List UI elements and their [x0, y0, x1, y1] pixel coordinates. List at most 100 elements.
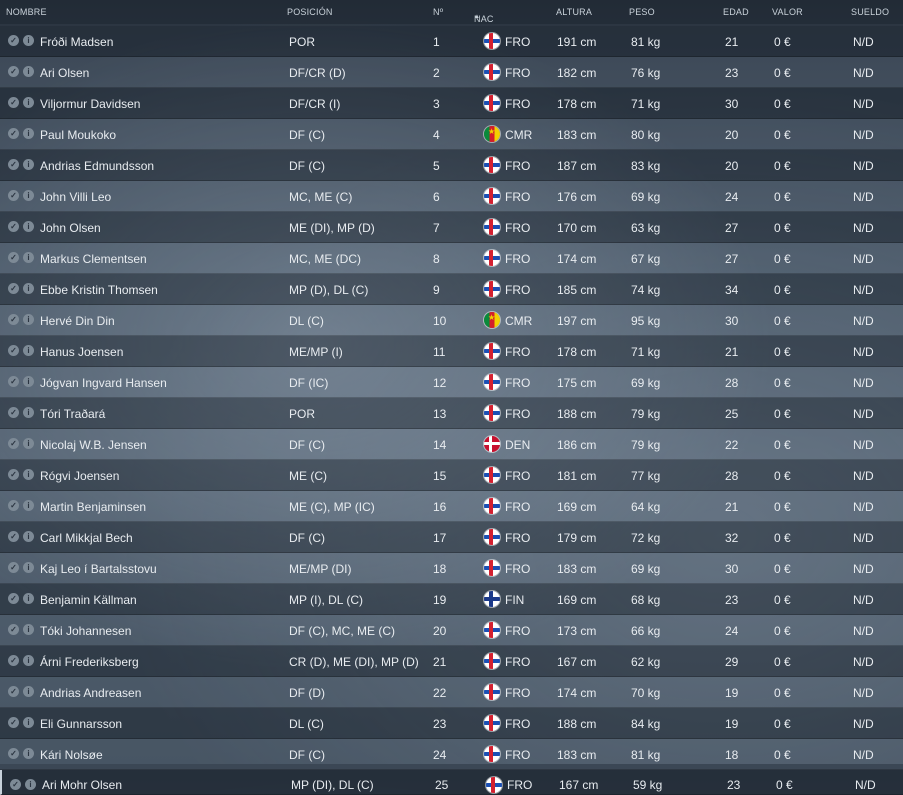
table-row[interactable]: ✓ i Rógvi Joensen ME (C) 15 FRO 181 cm 77 kg 28 0… — [0, 460, 903, 491]
table-row[interactable]: ✓ i Viljormur Davidsen DF/CR (I) 3 FRO 178 cm 7… — [0, 88, 903, 119]
player-name[interactable]: Benjamin Källman — [40, 593, 137, 607]
check-icon[interactable]: ✓ — [8, 35, 19, 46]
info-icon[interactable]: i — [23, 469, 34, 480]
player-name[interactable]: Paul Moukoko — [40, 128, 117, 142]
check-icon[interactable]: ✓ — [8, 531, 19, 542]
table-row[interactable]: ✓ i Árni Frederiksberg CR (D), ME (DI), MP … — [0, 646, 903, 677]
table-row[interactable]: ✓ i Eli Gunnarsson DL (C) 23 FRO 188 cm 84 kg 19… — [0, 708, 903, 739]
column-header-wage[interactable]: SUELDO — [851, 7, 890, 17]
check-icon[interactable]: ✓ — [8, 252, 19, 263]
table-row[interactable]: ✓ i Hervé Din Din DL (C) 10 CMR 197 cm 95 kg 30 0… — [0, 305, 903, 336]
check-icon[interactable]: ✓ — [8, 283, 19, 294]
player-name[interactable]: Ari Olsen — [40, 66, 90, 80]
table-row[interactable]: ✓ i Martin Benjaminsen ME (C), MP (IC) 16 FRO… — [0, 491, 903, 522]
check-icon[interactable]: ✓ — [8, 190, 19, 201]
table-row[interactable]: ✓ i Andrias Edmundsson DF (C) 5 FRO 187 cm 83 k… — [0, 150, 903, 181]
info-icon[interactable]: i — [23, 562, 34, 573]
check-icon[interactable]: ✓ — [8, 655, 19, 666]
info-icon[interactable]: i — [23, 35, 34, 46]
check-icon[interactable]: ✓ — [8, 407, 19, 418]
table-row[interactable]: ✓ i Ebbe Kristin Thomsen MP (D), DL (C) 9 FRO… — [0, 274, 903, 305]
column-header-age[interactable]: EDAD — [723, 7, 749, 17]
column-header-weight[interactable]: PESO — [629, 7, 655, 17]
check-icon[interactable]: ✓ — [8, 376, 19, 387]
info-icon[interactable]: i — [23, 190, 34, 201]
info-icon[interactable]: i — [23, 686, 34, 697]
check-icon[interactable]: ✓ — [8, 717, 19, 728]
table-row[interactable]: ✓ i Jógvan Ingvard Hansen DF (IC) 12 FRO 175 c… — [0, 367, 903, 398]
player-name[interactable]: Carl Mikkjal Bech — [40, 531, 133, 545]
table-row[interactable]: ✓ i Fróði Madsen POR 1 FRO 191 cm 81 kg 21 0 € N/D — [0, 26, 903, 57]
info-icon[interactable]: i — [25, 779, 36, 790]
player-name[interactable]: Ari Mohr Olsen — [42, 778, 123, 792]
player-name[interactable]: Hanus Joensen — [40, 345, 124, 359]
table-row[interactable]: ✓ i Ari Mohr Olsen MP (DI), DL (C) 25 FRO 167 … — [0, 770, 903, 795]
info-icon[interactable]: i — [23, 128, 34, 139]
check-icon[interactable]: ✓ — [8, 686, 19, 697]
table-row[interactable]: ✓ i Hanus Joensen ME/MP (I) 11 FRO 178 cm 71 kg… — [0, 336, 903, 367]
player-name[interactable]: John Villi Leo — [40, 190, 112, 204]
table-row[interactable]: ✓ i John Villi Leo MC, ME (C) 6 FRO 176 cm 69 k… — [0, 181, 903, 212]
player-name[interactable]: Martin Benjaminsen — [40, 500, 147, 514]
info-icon[interactable]: i — [23, 748, 34, 759]
check-icon[interactable]: ✓ — [10, 779, 21, 790]
check-icon[interactable]: ✓ — [8, 624, 19, 635]
table-row[interactable]: ✓ i Kaj Leo í Bartalsstovu ME/MP (DI) 18 FRO 1… — [0, 553, 903, 584]
check-icon[interactable]: ✓ — [8, 314, 19, 325]
check-icon[interactable]: ✓ — [8, 562, 19, 573]
player-name[interactable]: Tóri Traðará — [40, 407, 106, 421]
info-icon[interactable]: i — [23, 531, 34, 542]
info-icon[interactable]: i — [23, 376, 34, 387]
check-icon[interactable]: ✓ — [8, 500, 19, 511]
info-icon[interactable]: i — [23, 624, 34, 635]
column-header-height[interactable]: ALTURA — [556, 7, 593, 17]
check-icon[interactable]: ✓ — [8, 593, 19, 604]
player-name[interactable]: John Olsen — [40, 221, 101, 235]
column-header-number[interactable]: Nº — [433, 7, 444, 17]
table-row[interactable]: ✓ i Paul Moukoko DF (C) 4 CMR 183 cm 80 kg 20 0 €… — [0, 119, 903, 150]
player-name[interactable]: Eli Gunnarsson — [40, 717, 123, 731]
player-name[interactable]: Nicolaj W.B. Jensen — [40, 438, 147, 452]
check-icon[interactable]: ✓ — [8, 345, 19, 356]
table-row[interactable]: ✓ i Carl Mikkjal Bech DF (C) 17 FRO 179 cm 72 k… — [0, 522, 903, 553]
table-row[interactable]: ✓ i Tóri Traðará POR 13 FRO 188 cm 79 kg 25 0 € N/… — [0, 398, 903, 429]
info-icon[interactable]: i — [23, 345, 34, 356]
player-name[interactable]: Andrias Andreasen — [40, 686, 142, 700]
info-icon[interactable]: i — [23, 159, 34, 170]
table-row[interactable]: ✓ i Kári Nolsøe DF (C) 24 FRO 183 cm 81 kg 18 0 €… — [0, 739, 903, 770]
player-name[interactable]: Hervé Din Din — [40, 314, 115, 328]
info-icon[interactable]: i — [23, 655, 34, 666]
info-icon[interactable]: i — [23, 438, 34, 449]
column-header-position[interactable]: POSICIÓN — [287, 7, 333, 17]
player-name[interactable]: Kári Nolsøe — [40, 748, 103, 762]
player-name[interactable]: Andrias Edmundsson — [40, 159, 155, 173]
player-name[interactable]: Markus Clementsen — [40, 252, 147, 266]
info-icon[interactable]: i — [23, 314, 34, 325]
player-name[interactable]: Rógvi Joensen — [40, 469, 120, 483]
info-icon[interactable]: i — [23, 97, 34, 108]
info-icon[interactable]: i — [23, 66, 34, 77]
check-icon[interactable]: ✓ — [8, 438, 19, 449]
table-row[interactable]: ✓ i Nicolaj W.B. Jensen DF (C) 14 DEN 186 cm 79… — [0, 429, 903, 460]
column-header-value[interactable]: VALOR — [772, 7, 803, 17]
info-icon[interactable]: i — [23, 283, 34, 294]
column-header-name[interactable]: NOMBRE — [6, 7, 47, 17]
info-icon[interactable]: i — [23, 717, 34, 728]
table-row[interactable]: ✓ i Benjamin Källman MP (I), DL (C) 19 FIN 169… — [0, 584, 903, 615]
check-icon[interactable]: ✓ — [8, 159, 19, 170]
player-name[interactable]: Árni Frederiksberg — [40, 655, 139, 669]
player-name[interactable]: Jógvan Ingvard Hansen — [40, 376, 167, 390]
check-icon[interactable]: ✓ — [8, 221, 19, 232]
check-icon[interactable]: ✓ — [8, 97, 19, 108]
info-icon[interactable]: i — [23, 407, 34, 418]
player-name[interactable]: Tóki Johannesen — [40, 624, 132, 638]
check-icon[interactable]: ✓ — [8, 469, 19, 480]
check-icon[interactable]: ✓ — [8, 128, 19, 139]
table-row[interactable]: ✓ i Ari Olsen DF/CR (D) 2 FRO 182 cm 76 kg 23 0 €… — [0, 57, 903, 88]
player-name[interactable]: Viljormur Davidsen — [40, 97, 141, 111]
info-icon[interactable]: i — [23, 593, 34, 604]
table-row[interactable]: ✓ i John Olsen ME (DI), MP (D) 7 FRO 170 cm 63 … — [0, 212, 903, 243]
player-name[interactable]: Kaj Leo í Bartalsstovu — [40, 562, 157, 576]
info-icon[interactable]: i — [23, 221, 34, 232]
info-icon[interactable]: i — [23, 500, 34, 511]
